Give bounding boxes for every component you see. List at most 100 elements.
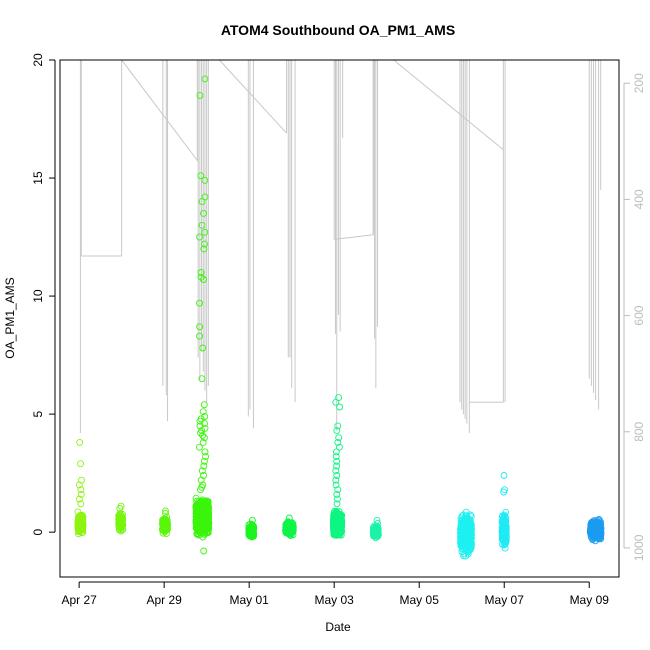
data-point-outlier (77, 500, 85, 508)
data-point (338, 518, 346, 526)
data-point-outlier (198, 375, 206, 383)
data-point (587, 528, 595, 536)
y-axis: 0 5 10 15 20 (31, 53, 56, 535)
data-point (204, 504, 212, 512)
data-point-outlier (200, 434, 208, 442)
data-point-outlier (336, 403, 344, 411)
data-point-outlier (116, 505, 124, 512)
right-y-tick-label: 1000 (632, 534, 646, 561)
series-may-04 (369, 516, 382, 542)
data-point-outlier (196, 323, 204, 331)
data-point-outlier (333, 462, 341, 470)
data-point (501, 540, 509, 548)
data-point (287, 527, 295, 535)
y-tick-label: 15 (31, 171, 45, 185)
data-point-outlier (77, 460, 84, 468)
data-point-outlier (333, 457, 341, 465)
x-tick-label: May 01 (229, 593, 269, 607)
data-point (498, 524, 506, 532)
data-point (464, 545, 472, 553)
data-point (330, 523, 338, 531)
x-tick-label: May 05 (400, 593, 440, 607)
series-apr-29 (159, 507, 171, 538)
data-point-outlier (201, 413, 209, 420)
data-point-outlier (200, 457, 208, 465)
data-point-outlier (333, 495, 341, 503)
data-point (337, 527, 345, 535)
data-point-outlier (332, 476, 340, 484)
series-apr-28 (115, 502, 127, 535)
data-point-outlier (199, 431, 207, 439)
data-point (371, 527, 379, 535)
scatter-points-layer (74, 75, 605, 560)
data-point-outlier (373, 516, 381, 524)
chart-title: ATOM4 Southbound OA_PM1_AMS (221, 22, 455, 38)
data-point (502, 530, 510, 537)
data-point (194, 508, 202, 516)
data-point (597, 529, 605, 537)
data-point (460, 511, 467, 519)
data-point (591, 534, 599, 541)
data-point (337, 514, 345, 522)
data-point-outlier (197, 429, 205, 437)
data-point (205, 519, 213, 527)
x-tick-label: Apr 29 (146, 593, 182, 607)
data-point-outlier (333, 490, 341, 498)
series-may-07 (498, 472, 510, 552)
data-point-outlier (200, 209, 208, 217)
x-axis-label: Date (325, 620, 351, 634)
grey-series-layer (79, 59, 602, 433)
data-point-outlier (500, 488, 508, 496)
data-point-outlier (334, 422, 342, 430)
series-may-01 (245, 516, 258, 541)
series-may-06 (456, 508, 475, 560)
data-point-outlier (196, 332, 203, 340)
x-tick-label: May 07 (485, 593, 525, 607)
data-point-outlier (201, 448, 209, 456)
data-point (201, 505, 209, 512)
data-point-outlier (248, 516, 256, 524)
data-point-outlier (198, 198, 206, 206)
data-point-outlier (332, 453, 340, 461)
data-point-outlier (285, 514, 293, 522)
data-point (195, 500, 203, 508)
data-point-outlier (197, 269, 205, 276)
data-point (193, 514, 201, 522)
x-axis: Apr 27 Apr 29 May 01 May 03 May 05 May 07 May … (61, 581, 610, 607)
data-point-outlier (335, 443, 343, 451)
data-point (373, 527, 381, 535)
data-point (595, 533, 603, 541)
data-point-outlier (200, 401, 208, 409)
data-point-outlier (162, 509, 169, 517)
data-point (330, 520, 337, 527)
y-axis-label: OA_PM1_AMS (3, 277, 17, 358)
data-point (458, 534, 466, 542)
data-point (464, 548, 472, 556)
data-point-outlier (201, 240, 208, 248)
data-point-outlier (162, 507, 169, 515)
data-point (159, 519, 167, 527)
series-may-09 (586, 515, 605, 545)
data-point-outlier (196, 233, 204, 241)
data-point-outlier (75, 481, 83, 489)
data-point-outlier (332, 448, 340, 456)
data-point-outlier (199, 438, 207, 446)
data-point (330, 518, 338, 526)
data-point-outlier (334, 438, 342, 446)
data-point-outlier (197, 172, 205, 180)
right-y-tick-label: 400 (632, 189, 646, 209)
data-point-outlier (335, 434, 343, 442)
right-y-axis: 200 400 600 800 1000 (623, 73, 646, 561)
y-tick-label: 0 (31, 528, 45, 535)
data-point (464, 537, 472, 545)
x-tick-label: May 09 (570, 593, 610, 607)
series-may-02 (282, 514, 297, 540)
data-point-outlier (77, 490, 85, 498)
data-point-outlier (200, 462, 208, 470)
grey-connector (334, 234, 374, 240)
data-point-outlier (197, 273, 205, 281)
data-point-outlier (196, 299, 203, 307)
data-point-outlier (198, 221, 206, 229)
data-point-outlier (201, 176, 209, 184)
